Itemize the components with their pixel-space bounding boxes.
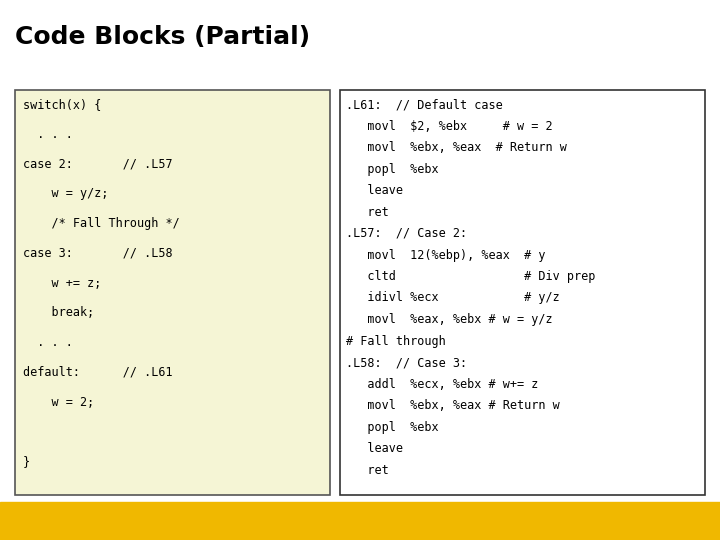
Text: break;: break; (23, 306, 94, 319)
Text: w += z;: w += z; (23, 276, 102, 289)
Text: movl  %ebx, %eax # Return w: movl %ebx, %eax # Return w (346, 399, 559, 412)
Text: .L58:  // Case 3:: .L58: // Case 3: (346, 356, 467, 369)
Text: default:      // .L61: default: // .L61 (23, 366, 173, 379)
Bar (0, 502, 720, 540)
Text: popl  %ebx: popl %ebx (346, 421, 438, 434)
Text: ret: ret (346, 206, 389, 219)
Text: Code Blocks (Partial): Code Blocks (Partial) (15, 25, 310, 49)
Text: movl  %ebx, %eax  # Return w: movl %ebx, %eax # Return w (346, 141, 567, 154)
Text: addl  %ecx, %ebx # w+= z: addl %ecx, %ebx # w+= z (346, 377, 539, 390)
Text: w = 2;: w = 2; (23, 396, 94, 409)
Text: cltd                  # Div prep: cltd # Div prep (346, 270, 595, 283)
Text: }: } (23, 455, 30, 468)
Text: movl  %eax, %ebx # w = y/z: movl %eax, %ebx # w = y/z (346, 313, 553, 326)
Text: .L61:  // Default case: .L61: // Default case (346, 98, 503, 111)
Text: .L57:  // Case 2:: .L57: // Case 2: (346, 227, 467, 240)
Text: switch(x) {: switch(x) { (23, 98, 102, 111)
Text: w = y/z;: w = y/z; (23, 187, 109, 200)
Text: case 2:       // .L57: case 2: // .L57 (23, 158, 173, 171)
Text: ret: ret (346, 463, 389, 476)
Text: . . .: . . . (23, 336, 73, 349)
Text: case 3:       // .L58: case 3: // .L58 (23, 247, 173, 260)
Text: leave: leave (346, 184, 403, 197)
Text: movl  $2, %ebx     # w = 2: movl $2, %ebx # w = 2 (346, 119, 553, 132)
Text: idivl %ecx            # y/z: idivl %ecx # y/z (346, 292, 559, 305)
Bar (340, 90, 705, 495)
Text: movl  12(%ebp), %eax  # y: movl 12(%ebp), %eax # y (346, 248, 546, 261)
Text: leave: leave (346, 442, 403, 455)
Text: # Fall through: # Fall through (346, 334, 446, 348)
Text: popl  %ebx: popl %ebx (346, 163, 438, 176)
Text: . . .: . . . (23, 128, 73, 141)
Text: /* Fall Through */: /* Fall Through */ (23, 217, 180, 230)
Bar (15, 90, 330, 495)
